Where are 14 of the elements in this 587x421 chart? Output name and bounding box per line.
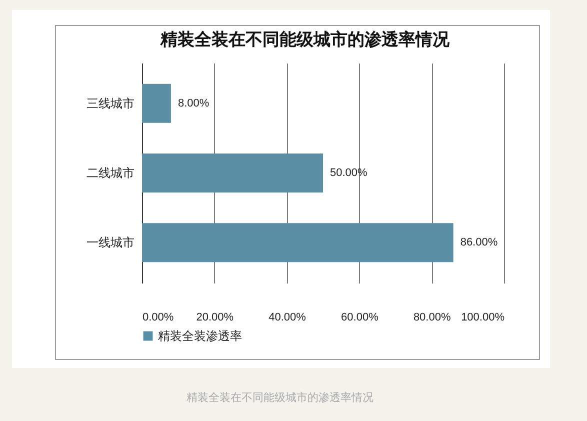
data-label: 86.00% — [460, 236, 498, 249]
y-tick-label: 三线城市 — [86, 96, 134, 110]
y-tick-label: 一线城市 — [86, 236, 134, 250]
text: 精装全装在不同能级城市的渗透率情况 — [186, 390, 374, 405]
data-label: 8.00% — [178, 97, 210, 110]
legend-label: 精装全装渗透率 — [158, 329, 242, 343]
x-tick-label: 100.00% — [461, 312, 505, 324]
x-tick-label: 60.00% — [341, 312, 379, 324]
chart-title: 精装全装在不同能级城市的渗透率情况 — [160, 30, 450, 49]
x-tick-label: 40.00% — [268, 312, 306, 324]
y-tick-label: 二线城市 — [86, 166, 134, 180]
x-tick-label: 0.00% — [142, 312, 174, 324]
x-tick-label: 80.00% — [413, 312, 451, 324]
x-tick-label: 20.00% — [196, 312, 234, 324]
